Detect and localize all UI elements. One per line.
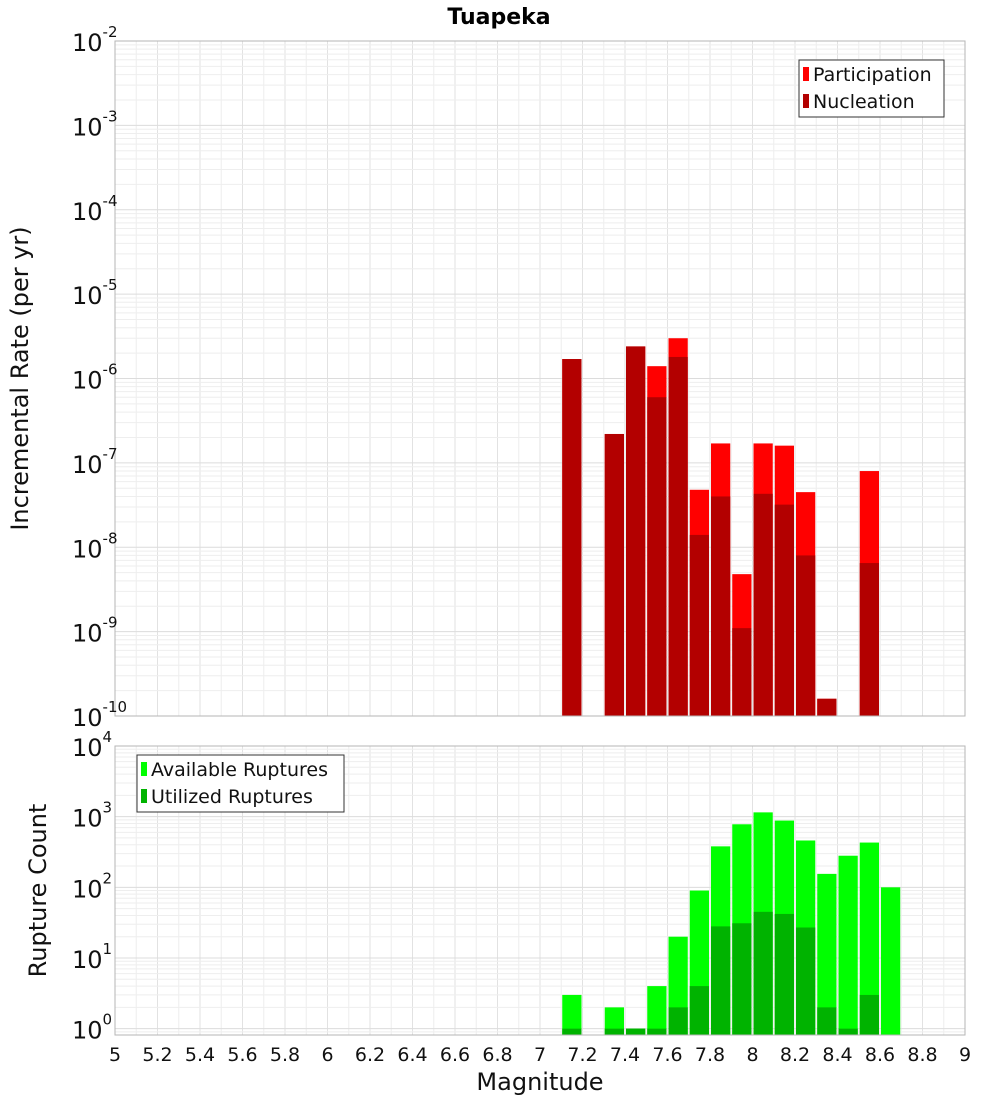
x-axis-label: Magnitude bbox=[476, 1068, 603, 1096]
rupture-count-bar bbox=[753, 911, 773, 1035]
rate-legend: Participation Nucleation bbox=[798, 59, 945, 118]
x-tick-label: 7.4 bbox=[610, 1044, 640, 1066]
rate-y-tick-label: 10-9 bbox=[72, 614, 118, 648]
x-tick-label: 6.6 bbox=[440, 1044, 470, 1066]
rupture-count-bar bbox=[711, 926, 731, 1035]
rupture-count-bar bbox=[689, 986, 709, 1035]
x-tick-label: 8.6 bbox=[865, 1044, 895, 1066]
rupture-count-y-tick-label: 104 bbox=[72, 728, 112, 762]
rate-bar bbox=[647, 397, 667, 716]
rupture-count-bar bbox=[668, 1007, 688, 1035]
rupture-count-bar bbox=[604, 1028, 624, 1035]
x-tick-label: 6.2 bbox=[355, 1044, 385, 1066]
x-tick-label: 7.8 bbox=[695, 1044, 725, 1066]
rate-legend-entry: Participation bbox=[813, 64, 932, 86]
rate-legend-box bbox=[798, 59, 945, 118]
rupture-count-bar bbox=[732, 923, 752, 1035]
rate-y-tick-label: 10-7 bbox=[72, 445, 118, 479]
x-tick-label: 8.4 bbox=[822, 1044, 852, 1066]
rate-bar bbox=[711, 496, 731, 716]
x-tick-label: 7.2 bbox=[567, 1044, 597, 1066]
rate-panel: 10-10 10-9 10-8 10-7 10-6 10-5 10-4 10-3 10-2 Inc… bbox=[6, 23, 966, 732]
rate-grid bbox=[114, 41, 966, 717]
rate-y-tick-label: 10-10 bbox=[72, 698, 127, 732]
rate-plot-border bbox=[114, 40, 966, 717]
rupture-count-bar bbox=[817, 1007, 837, 1035]
x-tick-label: 6.4 bbox=[397, 1044, 427, 1066]
rupture-count-bar bbox=[562, 994, 582, 1035]
rate-y-tick-label: 10-8 bbox=[72, 529, 118, 563]
rupture-count-bar bbox=[859, 842, 879, 1035]
rate-bar bbox=[668, 356, 688, 716]
rate-y-tick-label: 10-4 bbox=[72, 192, 118, 226]
rate-bar bbox=[753, 493, 773, 716]
x-tick-label: 7 bbox=[534, 1044, 546, 1066]
rate-bar bbox=[817, 698, 837, 716]
x-tick-label: 8.8 bbox=[907, 1044, 937, 1066]
rupture-count-plot-border bbox=[114, 745, 966, 1036]
x-tick-label: 8 bbox=[746, 1044, 758, 1066]
rate-legend-swatch bbox=[803, 67, 809, 81]
rupture-count-legend-box bbox=[136, 754, 345, 813]
rupture-count-y-tick-label: 100 bbox=[72, 1011, 112, 1045]
rate-bar bbox=[689, 534, 709, 716]
rupture-count-legend-swatch bbox=[141, 789, 147, 803]
rupture-count-bar bbox=[817, 873, 837, 1035]
rupture-count-bar bbox=[626, 1028, 646, 1035]
rupture-count-y-axis-label: Rupture Count bbox=[24, 804, 52, 978]
rate-bar bbox=[859, 563, 879, 716]
rate-bar bbox=[604, 433, 624, 716]
rupture-count-bar bbox=[881, 887, 901, 1035]
rupture-count-bar bbox=[838, 855, 858, 1035]
x-tick-label: 7.6 bbox=[652, 1044, 682, 1066]
rupture-count-series-2 bbox=[562, 911, 879, 1035]
rate-bar bbox=[626, 346, 646, 716]
x-tick-label: 5 bbox=[109, 1044, 121, 1066]
rupture-count-panel: 100 101 102 103 104 Rupture Count Available Ru… bbox=[24, 728, 966, 1045]
x-tick-label: 5.2 bbox=[142, 1044, 172, 1066]
rupture-count-bar bbox=[562, 1028, 582, 1035]
chart-title: Tuapeka bbox=[447, 5, 550, 30]
rupture-count-bar bbox=[604, 1007, 624, 1035]
rupture-count-bar bbox=[774, 913, 794, 1035]
rupture-count-bar bbox=[796, 927, 816, 1035]
rupture-count-y-tick-label: 102 bbox=[72, 869, 112, 903]
rate-y-tick-label: 10-6 bbox=[72, 361, 118, 395]
rupture-count-legend-swatch bbox=[141, 762, 147, 776]
rate-legend-swatch bbox=[803, 94, 809, 108]
rupture-count-bar bbox=[838, 1028, 858, 1035]
rupture-count-legend-entry: Available Ruptures bbox=[151, 759, 328, 781]
rate-bar bbox=[774, 504, 794, 716]
rupture-count-legend-entry: Utilized Ruptures bbox=[151, 786, 313, 808]
rupture-count-bar bbox=[647, 1028, 667, 1035]
x-tick-label: 5.8 bbox=[270, 1044, 300, 1066]
x-tick-label: 5.4 bbox=[185, 1044, 215, 1066]
x-tick-label: 5.6 bbox=[227, 1044, 257, 1066]
x-tick-label: 8.2 bbox=[780, 1044, 810, 1066]
rate-series-2 bbox=[562, 346, 879, 716]
rate-y-axis-label: Incremental Rate (per yr) bbox=[6, 226, 34, 530]
x-tick-label: 9 bbox=[959, 1044, 971, 1066]
rate-bar bbox=[796, 555, 816, 716]
rupture-count-y-tick-label: 103 bbox=[72, 799, 112, 833]
rupture-count-y-tick-label: 101 bbox=[72, 940, 112, 974]
x-tick-label: 6 bbox=[321, 1044, 333, 1066]
rupture-count-bar bbox=[859, 994, 879, 1035]
rate-y-tick-label: 10-2 bbox=[72, 23, 118, 57]
rate-legend-entry: Nucleation bbox=[813, 91, 915, 113]
rate-bar bbox=[732, 628, 752, 716]
x-tick-labels: 5 5.2 5.4 5.6 5.8 6 6.2 6.4 6.6 6.8 7 7.2 7.4 7.6 7.8 8… bbox=[109, 1044, 971, 1066]
rate-bar bbox=[562, 359, 582, 716]
x-tick-label: 6.8 bbox=[482, 1044, 512, 1066]
rate-y-tick-label: 10-3 bbox=[72, 107, 118, 141]
rupture-count-bar bbox=[647, 986, 667, 1035]
rupture-count-legend: Available Ruptures Utilized Ruptures bbox=[136, 754, 345, 813]
rate-y-tick-label: 10-5 bbox=[72, 276, 118, 310]
